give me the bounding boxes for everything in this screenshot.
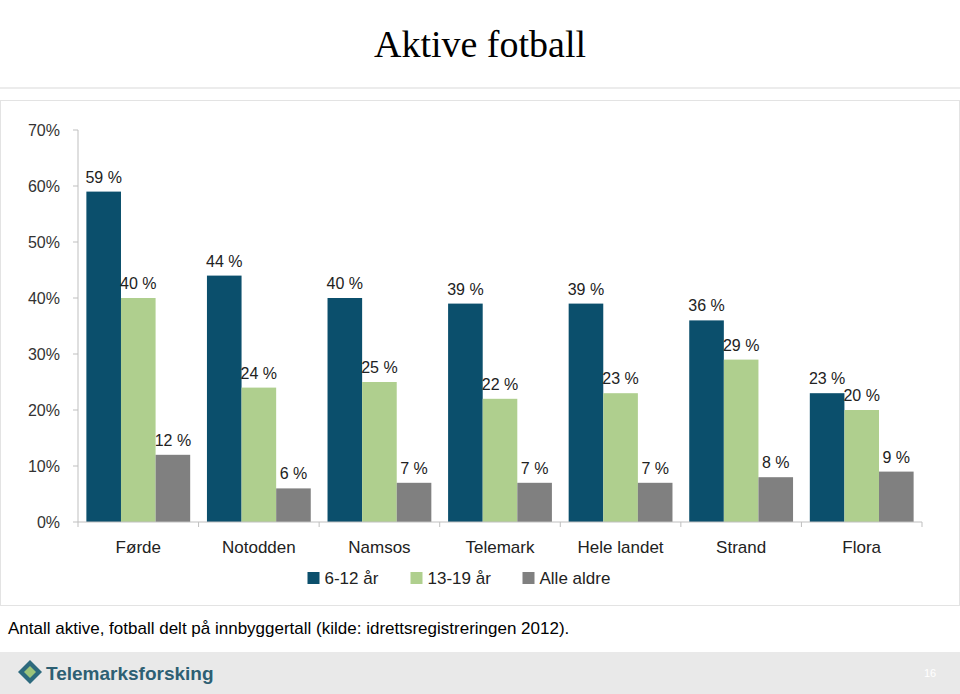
y-tick — [73, 242, 78, 243]
bar — [569, 304, 604, 522]
data-label: 40 % — [120, 275, 156, 292]
bars — [86, 192, 913, 522]
data-label: 8 % — [762, 454, 790, 471]
x-tick — [319, 522, 320, 527]
x-tick-label: Flora — [842, 538, 881, 557]
legend-swatch — [308, 572, 320, 584]
y-tick-label: 70% — [28, 122, 60, 139]
data-label: 7 % — [641, 460, 669, 477]
x-tick — [680, 522, 681, 527]
bar — [362, 382, 397, 522]
x-tick — [439, 522, 440, 527]
y-tick-label: 0% — [37, 514, 60, 531]
data-label: 20 % — [843, 387, 879, 404]
chart-frame — [1, 101, 960, 606]
y-tick-label: 40% — [28, 290, 60, 307]
bar — [724, 360, 759, 522]
legend-label: 6-12 år — [325, 569, 379, 588]
legend-label: 13-19 år — [428, 569, 492, 588]
data-label: 23 % — [809, 370, 845, 387]
data-label: 29 % — [723, 337, 759, 354]
x-tick-label: Førde — [116, 538, 161, 557]
y-tick-label: 10% — [28, 458, 60, 475]
footer-band — [0, 652, 960, 694]
bar — [483, 399, 518, 522]
x-tick-label: Namsos — [348, 538, 410, 557]
bar — [121, 298, 156, 522]
x-tick-label: Telemark — [466, 538, 535, 557]
data-label: 25 % — [361, 359, 397, 376]
legend-swatch — [411, 572, 423, 584]
y-tick — [73, 354, 78, 355]
x-tick — [801, 522, 802, 527]
bar — [207, 276, 242, 522]
data-label: 6 % — [280, 465, 308, 482]
y-tick — [73, 130, 78, 131]
logo-icon — [18, 660, 42, 684]
x-tick — [560, 522, 561, 527]
logo-diamond-inner — [24, 666, 36, 678]
y-tick-label: 30% — [28, 346, 60, 363]
page-number: 16 — [924, 667, 936, 679]
legend-label: Alle aldre — [540, 569, 611, 588]
data-label: 44 % — [206, 253, 242, 270]
title: Aktive fotball — [374, 23, 586, 65]
x-tick-label: Hele landet — [578, 538, 664, 557]
bar — [689, 320, 724, 522]
bar — [844, 410, 879, 522]
data-label: 39 % — [568, 281, 604, 298]
bar — [86, 192, 121, 522]
x-tick-label: Notodden — [222, 538, 296, 557]
bar — [603, 393, 638, 522]
bar — [276, 488, 311, 522]
bar — [328, 298, 363, 522]
bar — [242, 388, 277, 522]
y-tick — [73, 298, 78, 299]
y-tick-label: 60% — [28, 178, 60, 195]
logo-diamond — [18, 660, 42, 684]
x-tick — [922, 522, 923, 527]
background — [0, 0, 960, 694]
x-axis — [78, 522, 922, 523]
legend-swatch — [523, 572, 535, 584]
bar — [156, 455, 191, 522]
y-tick — [73, 410, 78, 411]
y-axis — [78, 130, 79, 522]
data-label: 12 % — [155, 432, 191, 449]
bar — [517, 483, 552, 522]
data-label: 24 % — [241, 365, 277, 382]
x-tick — [78, 522, 79, 527]
y-tick — [73, 522, 78, 523]
data-label: 22 % — [482, 376, 518, 393]
caption: Antall aktive, fotball delt på innbygger… — [8, 619, 569, 638]
title-separator — [0, 88, 960, 89]
data-label: 7 % — [400, 460, 428, 477]
data-label: 36 % — [688, 297, 724, 314]
bar — [810, 393, 845, 522]
chart: Aktive fotball 0% 10% 20% 30% 40% 50% 60% 70% Før… — [0, 0, 960, 694]
bar — [879, 472, 914, 522]
bar — [638, 483, 673, 522]
data-label: 9 % — [883, 449, 911, 466]
data-label: 59 % — [85, 169, 121, 186]
data-label: 40 % — [327, 275, 363, 292]
y-tick — [73, 466, 78, 467]
bar — [448, 304, 483, 522]
data-label: 7 % — [521, 460, 549, 477]
y-tick-label: 50% — [28, 234, 60, 251]
y-tick-label: 20% — [28, 402, 60, 419]
y-tick — [73, 186, 78, 187]
data-label: 39 % — [447, 281, 483, 298]
x-tick — [198, 522, 199, 527]
bar — [758, 477, 793, 522]
footer-logo: Telemarksforsking — [46, 663, 214, 684]
x-tick-label: Strand — [716, 538, 766, 557]
bar — [397, 483, 432, 522]
data-label: 23 % — [602, 370, 638, 387]
